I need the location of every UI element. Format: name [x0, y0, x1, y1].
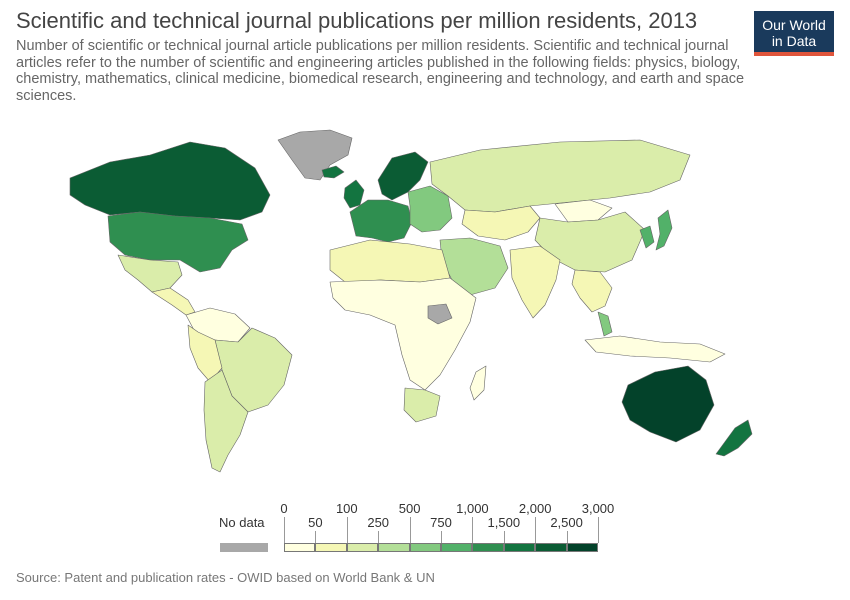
map-legend: No data 0 100 500 1,000 2,000 3,000 50 250 750 1,… [0, 495, 850, 565]
region-malaysia[interactable] [597, 311, 613, 337]
legend-bin-4 [409, 543, 441, 552]
region-scandinavia[interactable] [377, 151, 429, 201]
legend-tick-top: 1,000 [456, 501, 489, 516]
legend-bin-3 [378, 543, 410, 552]
legend-bin-6 [472, 543, 504, 552]
region-usa[interactable] [107, 211, 249, 273]
region-greenland[interactable] [277, 129, 353, 181]
legend-tick-bottom: 2,500 [550, 515, 583, 530]
region-mongolia[interactable] [554, 199, 613, 223]
region-japan[interactable] [655, 209, 673, 251]
world-map[interactable] [0, 100, 850, 490]
legend-tick-top: 3,000 [581, 501, 615, 516]
legend-tickmark [535, 517, 537, 543]
region-russia[interactable] [429, 139, 691, 213]
legend-bin-0 [284, 543, 316, 552]
logo-line-1: Our World [762, 17, 826, 33]
region-new-zealand[interactable] [715, 419, 753, 457]
legend-tickmark [472, 517, 474, 543]
region-australia[interactable] [621, 365, 715, 443]
no-data-label: No data [219, 515, 265, 530]
legend-bin-2 [346, 543, 379, 552]
region-uk-ireland[interactable] [343, 179, 365, 209]
legend-tickmark [315, 531, 317, 543]
legend-bin-5 [441, 543, 473, 552]
legend-tickmark [566, 531, 568, 543]
region-eastern-europe[interactable] [407, 185, 453, 233]
logo-accent-bar [754, 52, 834, 56]
legend-tick-top: 2,000 [518, 501, 552, 516]
legend-tickmark [284, 517, 285, 543]
region-south-sudan[interactable] [427, 303, 453, 325]
region-europe-west[interactable] [349, 199, 413, 243]
legend-tickmark [378, 531, 380, 543]
region-central-america[interactable] [151, 287, 196, 316]
legend-tick-top: 100 [335, 501, 358, 516]
legend-bin-7 [503, 543, 536, 552]
legend-tick-top: 0 [280, 501, 288, 516]
legend-bin-1 [315, 543, 347, 552]
legend-bin-8 [535, 543, 567, 552]
legend-tickmark [441, 531, 442, 543]
legend-tick-top: 500 [398, 501, 421, 516]
region-mexico[interactable] [117, 254, 183, 293]
region-south-africa[interactable] [403, 387, 441, 423]
legend-tick-bottom: 250 [367, 515, 390, 530]
legend-tickmark [598, 517, 599, 543]
region-india[interactable] [509, 245, 561, 319]
region-north-africa[interactable] [329, 239, 451, 283]
region-korea[interactable] [639, 225, 655, 249]
region-chile-argentina[interactable] [203, 369, 249, 473]
legend-tickmark [503, 531, 505, 543]
region-indonesia[interactable] [584, 335, 726, 363]
legend-tickmark [409, 517, 411, 543]
chart-subtitle: Number of scientific or technical journa… [16, 38, 745, 104]
region-central-asia[interactable] [461, 205, 541, 241]
legend-tickmark [346, 517, 348, 543]
logo-line-2: in Data [771, 33, 817, 49]
legend-tick-bottom: 50 [308, 515, 323, 530]
region-iceland[interactable] [321, 165, 345, 179]
source-note: Source: Patent and publication rates - O… [16, 570, 435, 585]
legend-tick-bottom: 1,500 [487, 515, 521, 530]
region-canada[interactable] [69, 141, 271, 221]
legend-tick-bottom: 750 [430, 515, 452, 530]
legend-bin-9 [566, 543, 598, 552]
region-africa[interactable] [329, 277, 477, 391]
region-madagascar[interactable] [469, 365, 487, 401]
chart-title: Scientific and technical journal publica… [16, 8, 698, 33]
region-southeast-asia[interactable] [571, 269, 613, 313]
no-data-swatch [220, 543, 268, 552]
owid-logo[interactable]: Our World in Data [754, 11, 834, 56]
